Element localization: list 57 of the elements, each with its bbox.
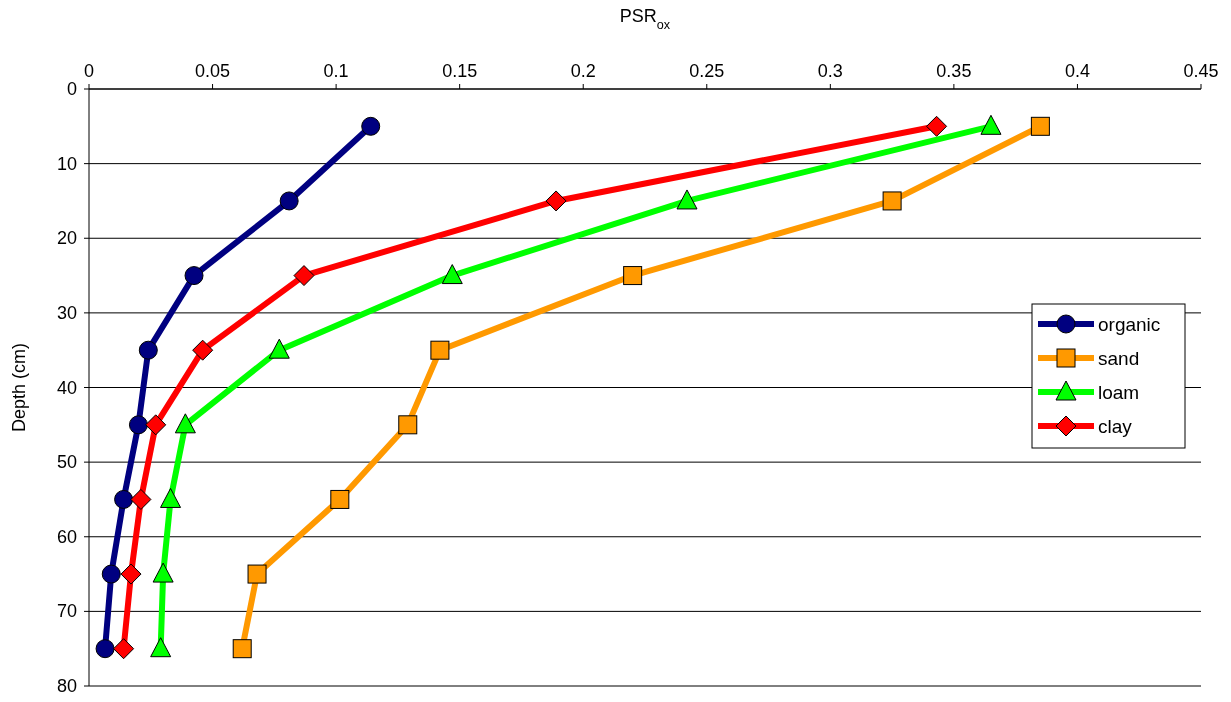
y-tick-label: 10 bbox=[56, 153, 77, 174]
point bbox=[184, 266, 204, 286]
point bbox=[192, 339, 214, 361]
y-tick-label: 80 bbox=[56, 676, 77, 696]
point bbox=[268, 338, 290, 359]
point bbox=[430, 340, 450, 360]
x-axis-title: PSR$_{ox}$ bbox=[619, 6, 671, 32]
y-tick-label: 70 bbox=[56, 601, 77, 622]
point bbox=[232, 639, 252, 659]
point bbox=[882, 191, 902, 211]
point bbox=[926, 115, 948, 137]
x-tick-label: 0.15 bbox=[442, 61, 478, 81]
legend-label: sand bbox=[1098, 348, 1140, 369]
point bbox=[330, 489, 350, 509]
point bbox=[676, 189, 698, 210]
point bbox=[361, 116, 381, 136]
point bbox=[114, 489, 134, 509]
legend-label: loam bbox=[1098, 382, 1140, 403]
y-axis-title: Depth (cm) bbox=[9, 342, 29, 433]
point bbox=[174, 413, 196, 434]
point bbox=[293, 265, 315, 287]
y-tick-label: 20 bbox=[56, 228, 77, 249]
point bbox=[545, 190, 567, 212]
point bbox=[160, 487, 182, 508]
y-tick-label: 0 bbox=[66, 79, 77, 99]
legend-label: organic bbox=[1098, 314, 1161, 335]
point bbox=[623, 266, 643, 286]
point bbox=[441, 264, 463, 285]
point bbox=[398, 415, 418, 435]
x-tick-label: 0.05 bbox=[195, 61, 231, 81]
point bbox=[150, 637, 172, 658]
point bbox=[101, 564, 121, 584]
point bbox=[145, 414, 167, 436]
legend-label: clay bbox=[1098, 416, 1133, 437]
point bbox=[1030, 116, 1050, 136]
point bbox=[279, 191, 299, 211]
point bbox=[130, 488, 152, 510]
x-tick-label: 0.1 bbox=[323, 61, 349, 81]
point bbox=[113, 638, 135, 660]
point bbox=[247, 564, 267, 584]
x-tick-label: 0.35 bbox=[936, 61, 972, 81]
x-tick-label: 0.25 bbox=[689, 61, 725, 81]
point bbox=[120, 563, 142, 585]
x-tick-label: 0.2 bbox=[570, 61, 596, 81]
y-tick-label: 40 bbox=[56, 377, 77, 398]
y-tick-label: 50 bbox=[56, 452, 77, 473]
point bbox=[128, 415, 148, 435]
x-tick-label: 0.3 bbox=[817, 61, 843, 81]
y-tick-label: 30 bbox=[56, 302, 77, 323]
point bbox=[152, 562, 174, 583]
x-tick-label: 0.4 bbox=[1064, 61, 1090, 81]
y-tick-label: 60 bbox=[56, 526, 77, 547]
point bbox=[95, 639, 115, 659]
x-tick-label: 0.45 bbox=[1183, 61, 1219, 81]
point bbox=[138, 340, 158, 360]
x-tick-label: 0 bbox=[83, 61, 95, 81]
point bbox=[980, 114, 1002, 135]
